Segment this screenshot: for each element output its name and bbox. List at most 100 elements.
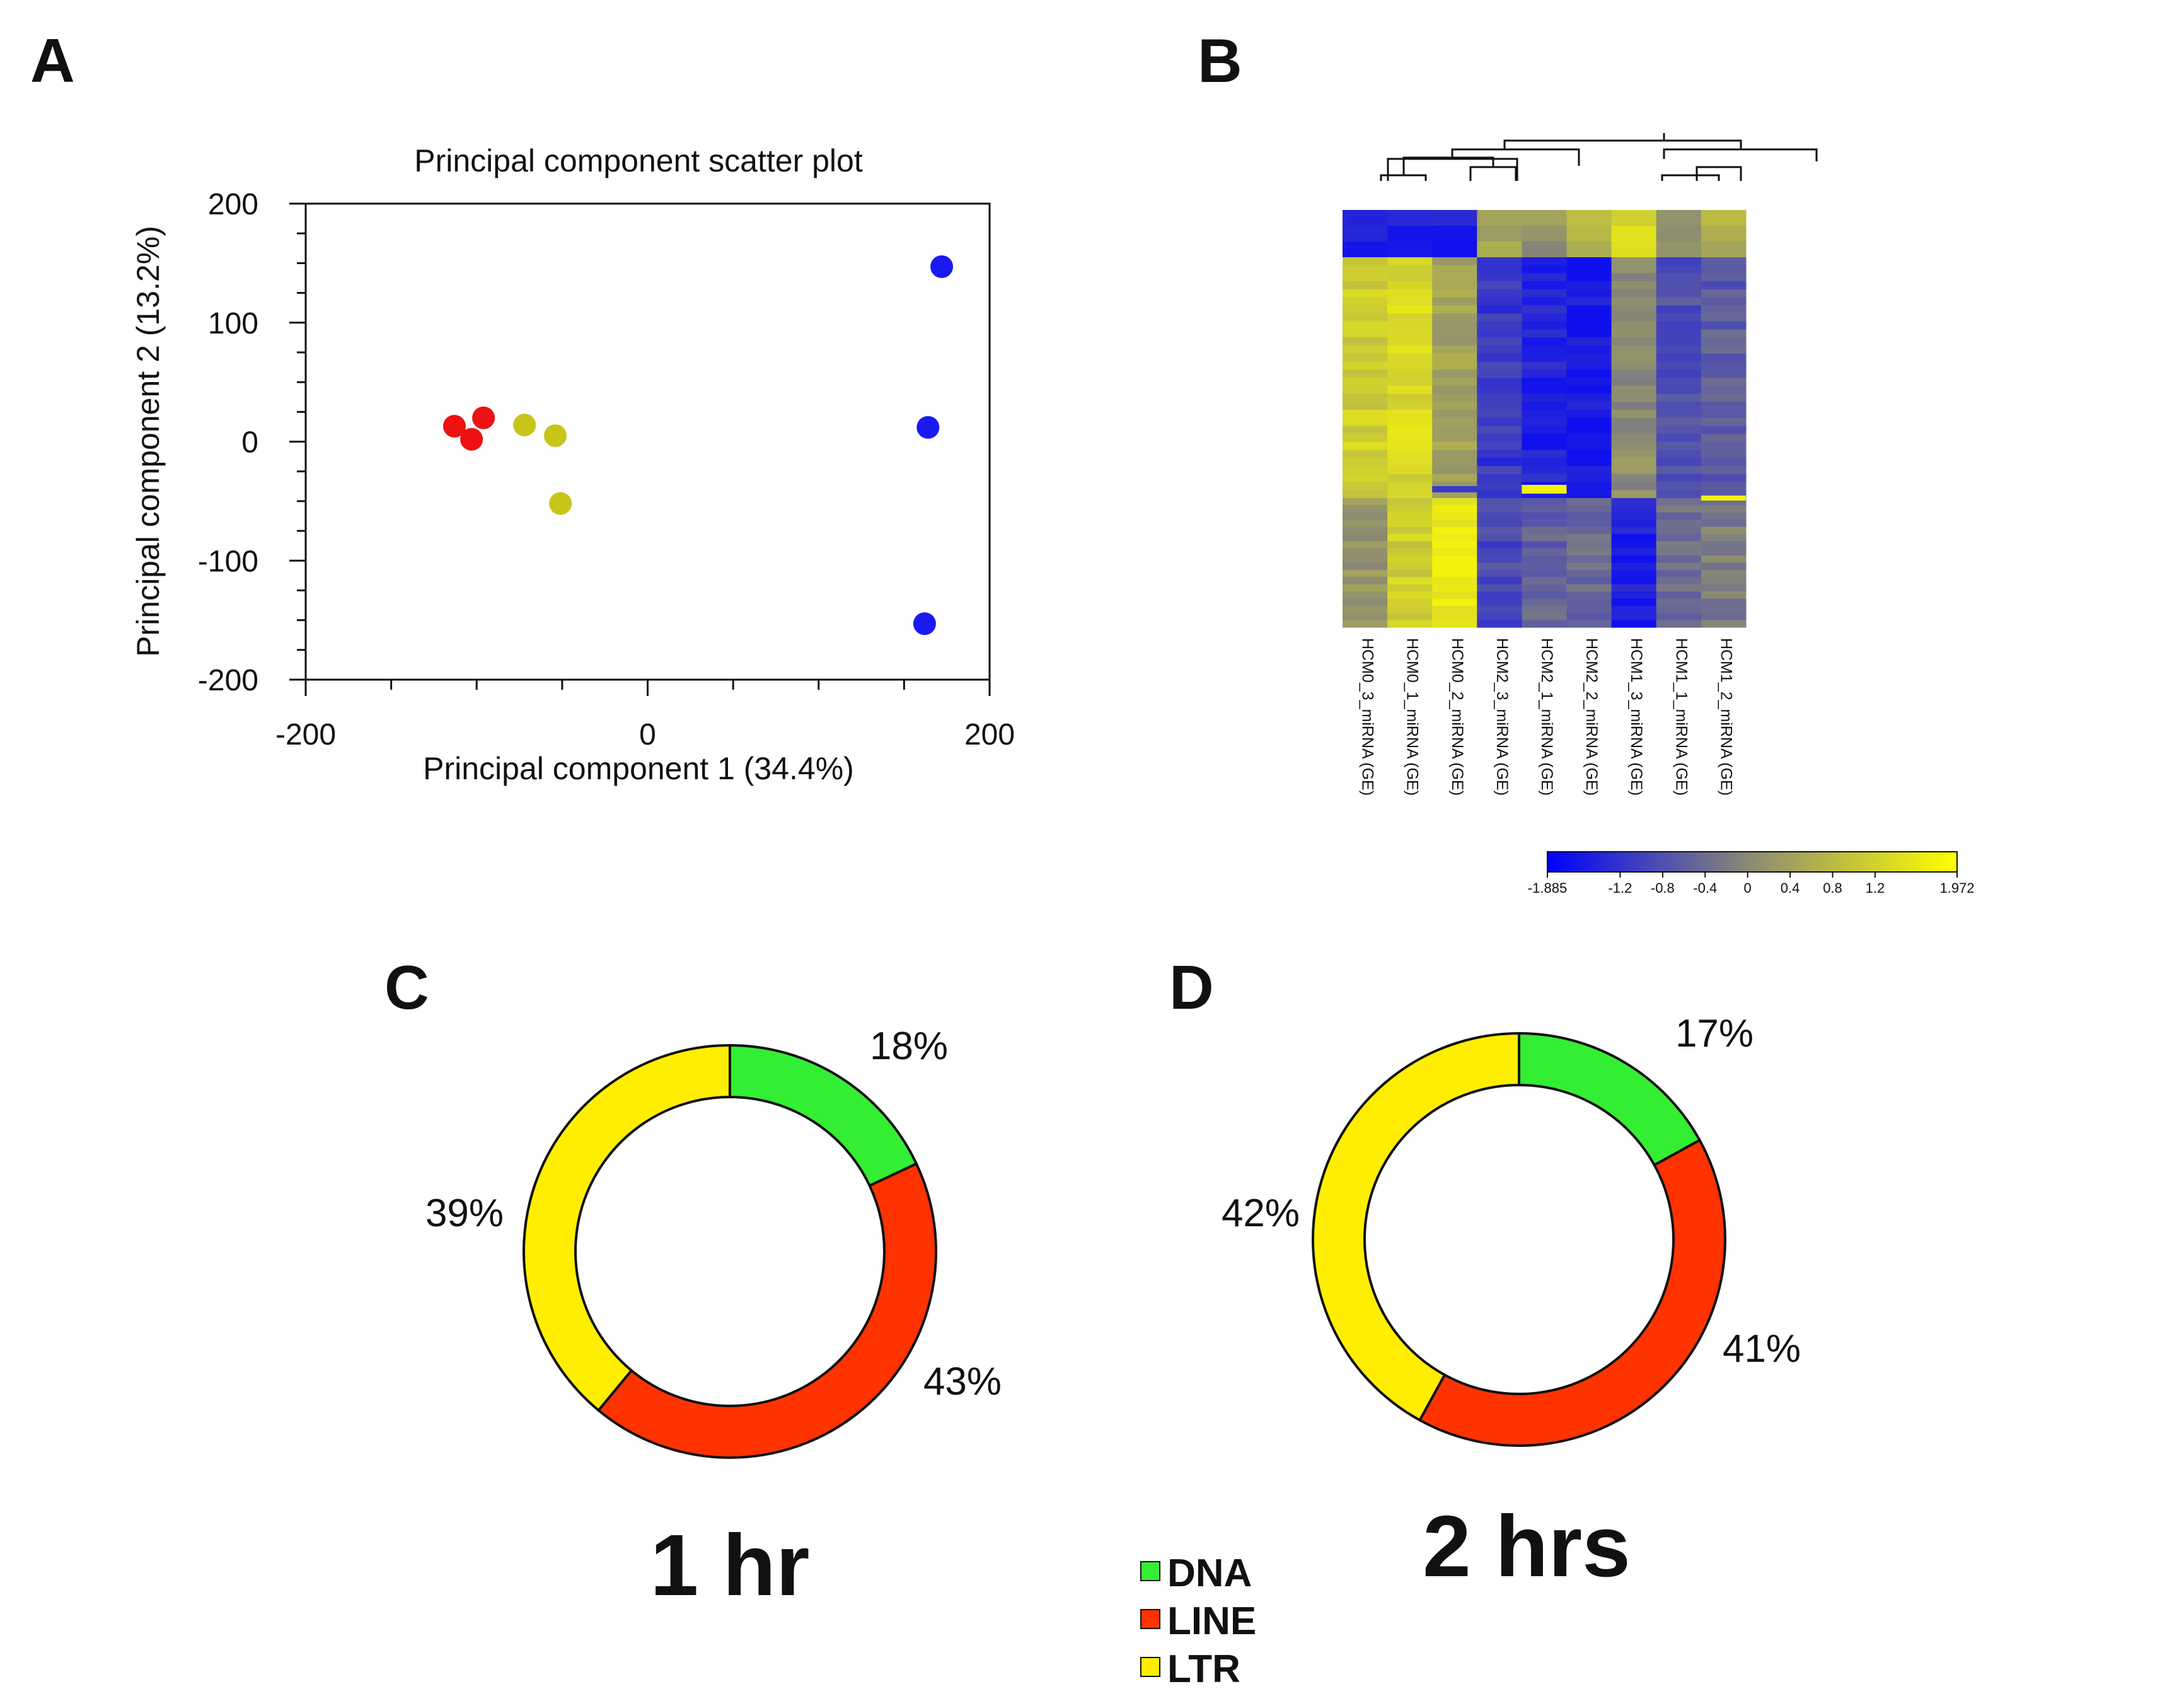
heatmap-cell	[1387, 591, 1433, 600]
heatmap-cell	[1387, 297, 1433, 306]
heatmap-cell	[1343, 598, 1388, 607]
heatmap-cell	[1566, 305, 1612, 314]
heatmap-cell	[1477, 548, 1522, 556]
scatter-point-hcm1	[549, 492, 572, 515]
heatmap-cell	[1387, 466, 1433, 475]
heatmap-cell	[1566, 385, 1612, 395]
heatmap-cell	[1477, 241, 1522, 258]
heatmap-cell	[1343, 555, 1388, 564]
heatmap-cell	[1522, 584, 1568, 592]
heatmap-cell	[1522, 555, 1568, 564]
heatmap-cell	[1701, 345, 1747, 354]
heatmap-cell	[1611, 458, 1657, 467]
heatmap-cell	[1432, 620, 1477, 628]
heatmap-cell	[1656, 281, 1702, 290]
heatmap-cell	[1701, 555, 1747, 564]
heatmap-cell	[1387, 385, 1433, 395]
heatmap-cell	[1432, 605, 1477, 613]
heatmap-cell	[1656, 369, 1702, 378]
heatmap-cell	[1387, 490, 1433, 499]
heatmap-cell	[1522, 498, 1568, 506]
heatmap-cell	[1387, 434, 1433, 443]
heatmap-cell	[1432, 378, 1477, 386]
heatmap-cell	[1477, 498, 1522, 506]
heatmap-cell	[1656, 273, 1702, 282]
heatmap-cell	[1701, 257, 1747, 266]
heatmap-cell	[1432, 417, 1477, 426]
heatmap-cell	[1701, 498, 1747, 506]
legend: DNA LINE LTR	[1140, 1552, 1256, 1691]
heatmap-cell	[1611, 378, 1657, 386]
heatmap-cell	[1656, 297, 1702, 306]
heatmap-cell	[1701, 533, 1747, 542]
heatmap-cell	[1656, 385, 1702, 395]
heatmap-cell	[1611, 591, 1657, 600]
heatmap-cell	[1566, 577, 1612, 585]
heatmap-cell	[1343, 577, 1388, 585]
heatmap-cell	[1611, 226, 1657, 242]
heatmap-cell	[1343, 458, 1388, 467]
heatmap-cell	[1611, 569, 1657, 578]
colorbar-tick-label: 0	[1744, 880, 1752, 896]
heatmap-cell	[1522, 353, 1568, 363]
heatmap-cell	[1611, 289, 1657, 298]
heatmap-cell	[1432, 512, 1477, 520]
heatmap-cell	[1656, 378, 1702, 386]
heatmap-column-label: HCM1_2_miRNA (GE)	[1717, 638, 1735, 796]
y-tick-label: 200	[208, 188, 258, 221]
heatmap-cell	[1611, 584, 1657, 592]
donut-slice-ltr	[1312, 1031, 1520, 1422]
heatmap-cell	[1522, 569, 1568, 578]
heatmap-cell	[1656, 533, 1702, 542]
heatmap-cell	[1701, 458, 1747, 467]
heatmap-cell	[1566, 620, 1612, 628]
heatmap-cell	[1656, 434, 1702, 443]
scatter-point-hcm1	[544, 424, 567, 448]
heatmap-cell	[1701, 393, 1747, 402]
heatmap-cell	[1611, 526, 1657, 535]
heatmap-cell	[1656, 402, 1702, 410]
heatmap-cell	[1656, 329, 1702, 338]
heatmap-cell	[1701, 289, 1747, 298]
panel-letter-d: D	[1169, 953, 1214, 1022]
colorbar-tick-label: -0.4	[1693, 880, 1717, 896]
heatmap-cell	[1477, 289, 1522, 298]
heatmap-cell	[1522, 402, 1568, 410]
donut-chart-2hrs: 17% 41% 42%	[1222, 1012, 1801, 1447]
heatmap-cell	[1566, 329, 1612, 338]
heatmap-cell	[1566, 281, 1612, 290]
heatmap-cell	[1611, 281, 1657, 290]
heatmap-cell	[1522, 313, 1568, 322]
heatmap-cell	[1656, 482, 1702, 491]
heatmap-cell	[1701, 505, 1747, 513]
heatmap-cell	[1566, 409, 1612, 419]
heatmap-cell	[1656, 584, 1702, 592]
heatmap-cell	[1701, 466, 1747, 475]
heatmap-cell	[1432, 426, 1477, 434]
heatmap-cell	[1701, 569, 1747, 578]
heatmap-cell	[1387, 361, 1433, 370]
heatmap-cell	[1343, 329, 1388, 338]
heatmap-cell	[1611, 548, 1657, 556]
heatmap-cell	[1701, 450, 1747, 458]
heatmap-cell	[1701, 577, 1747, 585]
heatmap-cell	[1522, 241, 1568, 258]
heatmap-cell	[1432, 289, 1477, 298]
scatter-points	[442, 255, 954, 636]
donut-slice-ltr	[523, 1043, 731, 1412]
heatmap-cell	[1477, 591, 1522, 600]
heatmap-cell	[1566, 555, 1612, 564]
heatmap-cell	[1701, 273, 1747, 282]
heatmap-cell	[1343, 297, 1388, 306]
heatmap-cell	[1656, 458, 1702, 467]
heatmap-cell	[1432, 505, 1477, 513]
scatter-title: Principal component scatter plot	[414, 143, 863, 178]
heatmap-cell	[1522, 393, 1568, 402]
heatmap-cell	[1656, 305, 1702, 314]
heatmap-cell	[1343, 210, 1388, 226]
heatmap-cell	[1522, 520, 1568, 528]
heatmap-cell	[1611, 533, 1657, 542]
heatmap-cell	[1522, 505, 1568, 513]
heatmap-cell	[1522, 598, 1568, 607]
heatmap-cell	[1566, 533, 1612, 542]
